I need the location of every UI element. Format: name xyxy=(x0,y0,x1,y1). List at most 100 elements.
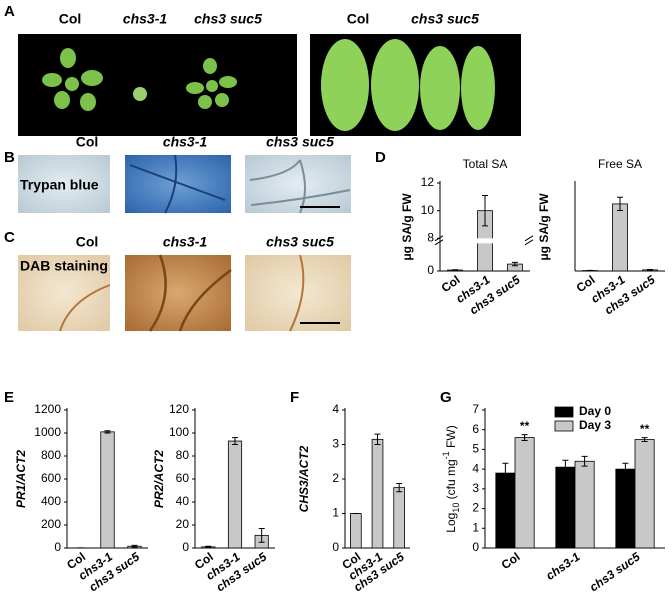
photo-label: chs3 suc5 xyxy=(411,11,479,27)
error-bar xyxy=(641,437,648,443)
y-tick-label: 1 xyxy=(332,506,339,520)
bar xyxy=(495,472,516,549)
error-bar xyxy=(131,544,138,548)
y-axis-label: PR1/ACT2 xyxy=(14,450,28,508)
photo-label: Col xyxy=(76,234,99,250)
bar xyxy=(393,487,405,549)
bar xyxy=(514,437,535,549)
y-axis-label: Log10 (cfu mg-1 FW) xyxy=(441,425,461,532)
y-tick-label: 12 xyxy=(421,175,435,189)
bar xyxy=(574,460,595,549)
y-tick-label: 3 xyxy=(472,481,479,495)
error-bar xyxy=(562,459,569,475)
panel-label: G xyxy=(440,389,452,406)
y-tick-label: 200 xyxy=(41,517,61,531)
photo-label: chs3-1 xyxy=(123,11,168,27)
y-axis-label: PR2/ACT2 xyxy=(152,450,166,508)
stain-label: Trypan blue xyxy=(20,177,99,193)
error-bar xyxy=(205,545,212,548)
y-tick-label: 1200 xyxy=(34,402,61,416)
bar xyxy=(634,439,655,549)
y-tick-label: 80 xyxy=(176,448,190,462)
stain-label: DAB staining xyxy=(20,258,108,274)
y-tick-label: 4 xyxy=(472,461,479,475)
x-tick-label: chs3-1 xyxy=(543,549,582,582)
error-bar xyxy=(502,462,509,484)
y-tick-label: 0 xyxy=(427,263,434,277)
y-tick-label: 0 xyxy=(54,540,61,554)
error-bar xyxy=(581,455,588,467)
bar xyxy=(555,466,576,549)
y-tick-label: 8 xyxy=(427,231,434,245)
photo-label: Col xyxy=(76,134,99,150)
photo-label: chs3-1 xyxy=(163,234,208,250)
error-bar xyxy=(104,430,111,434)
y-tick-label: 1000 xyxy=(34,425,61,439)
error-bar xyxy=(622,462,629,476)
y-tick-label: 2 xyxy=(332,471,339,485)
photo-label: chs3 suc5 xyxy=(194,11,262,27)
y-axis-label: μg SA/g FW xyxy=(537,193,551,261)
axis-break-mark xyxy=(434,235,534,246)
photo-dab xyxy=(18,254,351,332)
y-tick-label: 0 xyxy=(332,540,339,554)
y-tick-label: 120 xyxy=(169,402,189,416)
panel-label: F xyxy=(290,389,299,406)
bar xyxy=(227,440,243,549)
y-axis-label-part: -1 xyxy=(441,451,451,459)
panel-label: A xyxy=(4,3,15,20)
legend-label: Day 0 xyxy=(579,404,611,418)
legend-swatch xyxy=(554,420,574,432)
annotation: ** xyxy=(520,419,530,433)
y-tick-label: 4 xyxy=(332,402,339,416)
y-axis-label-part: FW) xyxy=(444,425,458,451)
y-tick-label: 6 xyxy=(472,422,479,436)
panel-label: E xyxy=(4,389,14,406)
y-tick-label: 400 xyxy=(41,494,61,508)
error-bar xyxy=(617,196,623,211)
error-bar xyxy=(396,482,403,493)
photo-label: chs3 suc5 xyxy=(266,134,334,150)
chart-title: Free SA xyxy=(598,157,642,171)
panel-label: C xyxy=(4,229,15,246)
bar xyxy=(615,468,636,549)
error-bar xyxy=(482,194,488,227)
error-bar xyxy=(521,434,528,442)
y-axis-label-part: 10 xyxy=(451,503,461,513)
chart-title: Total SA xyxy=(463,157,508,171)
panel-label: D xyxy=(375,149,386,166)
y-axis-label: μg SA/g FW xyxy=(400,193,414,261)
axis-break xyxy=(441,238,530,244)
error-bar xyxy=(452,269,458,271)
y-tick-label: 600 xyxy=(41,471,61,485)
error-bar xyxy=(374,433,381,445)
photo-trypan xyxy=(18,154,351,214)
y-tick-label: 0 xyxy=(182,540,189,554)
y-tick-label: 800 xyxy=(41,448,61,462)
photo-label: Col xyxy=(59,11,82,27)
bar xyxy=(612,203,628,272)
y-tick-label: 5 xyxy=(472,442,479,456)
y-tick-label: 2 xyxy=(472,501,479,515)
y-tick-label: 1 xyxy=(472,520,479,534)
error-bar xyxy=(512,261,518,267)
photo-plants xyxy=(18,34,521,136)
error-bar xyxy=(258,527,265,543)
y-tick-label: 0 xyxy=(472,540,479,554)
y-tick-label: 100 xyxy=(169,425,189,439)
error-bar xyxy=(232,437,238,445)
y-tick-label: 60 xyxy=(176,471,190,485)
bar xyxy=(371,438,384,549)
y-axis-label-part: Log xyxy=(444,513,458,533)
x-tick-label: Col xyxy=(499,550,523,573)
y-axis-label: CHS3/ACT2 xyxy=(297,445,311,512)
annotation: ** xyxy=(640,422,650,436)
panel-label: B xyxy=(4,149,15,166)
y-tick-label: 7 xyxy=(472,402,479,416)
legend-label: Day 3 xyxy=(579,418,611,432)
y-tick-label: 3 xyxy=(332,437,339,451)
photo-label: chs3-1 xyxy=(163,134,208,150)
y-axis-label-part: (cfu mg xyxy=(444,459,458,502)
